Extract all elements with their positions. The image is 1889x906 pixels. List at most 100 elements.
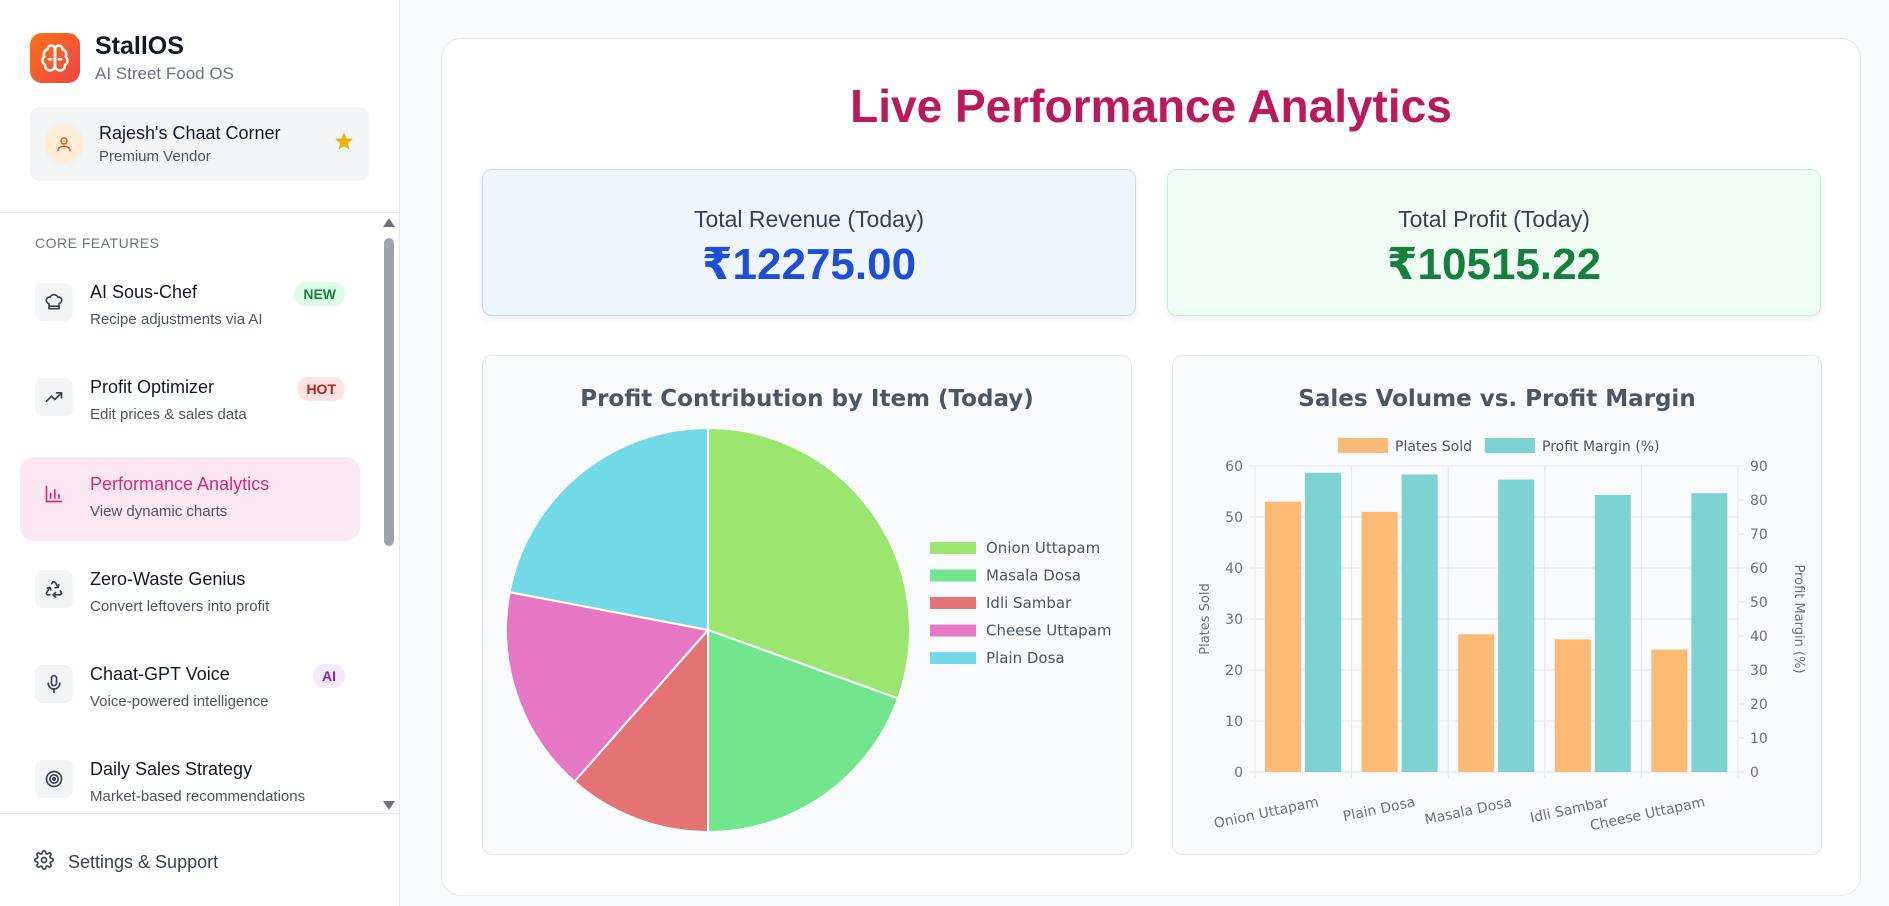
new-badge: NEW (294, 282, 345, 306)
bar-plates-sold[interactable] (1651, 649, 1688, 772)
sidebar-item-title: Performance Analytics (90, 474, 270, 494)
analytics-panel: Live Performance Analytics Total Revenue… (441, 38, 1861, 896)
sidebar-item-chaat-gpt-voice[interactable]: Chaat-GPT Voice Voice-powered intelligen… (20, 647, 360, 731)
page-title: Live Performance Analytics (850, 80, 1452, 132)
pie-slice[interactable] (573, 627, 709, 834)
gear-icon (34, 850, 54, 875)
sidebar-item-title: Daily Sales Strategy (90, 759, 253, 779)
bar-plates-sold[interactable] (1265, 501, 1301, 772)
y2-tick-label: 40 (1750, 629, 1768, 645)
settings-support-link[interactable]: Settings & Support (34, 850, 218, 875)
vendor-card[interactable]: Rajesh's Chaat Corner Premium Vendor (30, 107, 369, 181)
recycle-icon (35, 570, 73, 608)
scroll-thumb[interactable] (384, 238, 394, 546)
y-tick-label: 10 (1225, 714, 1243, 730)
pie-slice[interactable] (505, 590, 710, 783)
y2-tick-label: 60 (1750, 561, 1768, 577)
brand[interactable]: StallOS AI Street Food OS (30, 32, 234, 84)
y2-tick-label: 30 (1750, 663, 1768, 679)
legend-label: Idli Sambar (986, 594, 1072, 612)
pie-chart-title: Profit Contribution by Item (Today) (580, 386, 1034, 412)
sidebar-item-profit-optimizer[interactable]: Profit Optimizer Edit prices & sales dat… (20, 360, 360, 444)
legend-label: Cheese Uttapam (986, 622, 1112, 640)
ai-badge: AI (313, 664, 345, 688)
legend-swatch (930, 569, 976, 582)
brand-title: StallOS (95, 32, 184, 60)
y-tick-label: 60 (1225, 459, 1243, 475)
profit-label: Total Profit (Today) (1398, 206, 1590, 232)
x-tick-label: Onion Uttapam (1213, 794, 1321, 832)
x-tick-label: Plain Dosa (1342, 794, 1417, 825)
trending-up-icon (35, 378, 73, 416)
bar-profit-margin[interactable] (1305, 472, 1341, 772)
sidebar-scrollbar[interactable] (382, 218, 396, 810)
chef-hat-icon (35, 283, 73, 321)
sidebar: StallOS AI Street Food OS Rajesh's Chaat… (0, 0, 400, 906)
y2-tick-label: 10 (1750, 731, 1768, 747)
profit-card: Total Profit (Today) ₹10515.22 (1167, 169, 1821, 316)
hot-badge: HOT (297, 377, 345, 401)
bar-plates-sold[interactable] (1554, 639, 1591, 772)
legend-label: Masala Dosa (986, 567, 1081, 585)
bar-profit-margin[interactable] (1594, 494, 1631, 772)
y2-tick-label: 90 (1750, 459, 1768, 475)
bar-profit-margin[interactable] (1498, 479, 1535, 772)
revenue-value: ₹12275.00 (701, 240, 917, 289)
y2-tick-label: 50 (1750, 595, 1768, 611)
legend-swatch (1338, 438, 1388, 453)
sidebar-item-daily-sales-strategy[interactable]: Daily Sales Strategy Market-based recomm… (20, 742, 360, 813)
user-icon (44, 124, 84, 164)
legend-label: Plain Dosa (986, 649, 1065, 667)
y-tick-label: 40 (1225, 561, 1243, 577)
y-axis-title: Plates Sold (1198, 583, 1213, 655)
revenue-card: Total Revenue (Today) ₹12275.00 (482, 169, 1136, 316)
x-tick-label: Masala Dosa (1423, 794, 1513, 828)
bar-plates-sold[interactable] (1458, 634, 1495, 772)
sidebar-item-desc: View dynamic charts (90, 503, 228, 520)
sidebar-item-desc: Edit prices & sales data (90, 406, 247, 423)
settings-label: Settings & Support (68, 852, 219, 872)
sidebar-footer: Settings & Support (0, 813, 399, 906)
legend-label: Plates Sold (1395, 439, 1472, 455)
legend-swatch (930, 624, 976, 637)
bar-profit-margin[interactable] (1691, 493, 1728, 772)
legend-swatch (1485, 438, 1535, 453)
legend-label: Onion Uttapam (986, 539, 1100, 557)
y-tick-label: 0 (1234, 765, 1243, 781)
sidebar-item-title: Zero-Waste Genius (90, 569, 246, 589)
bar-chart: 0 10 20 30 40 50 60 0 10 20 30 40 50 60 70 80 90 Onion Ut… (1198, 438, 1806, 834)
sidebar-nav: CORE FEATURES AI Sous-Chef Recipe adjust… (0, 213, 380, 813)
sidebar-item-ai-sous-chef[interactable]: AI Sous-Chef Recipe adjustments via AI N… (20, 265, 360, 349)
y2-axis-title: Profit Margin (%) (1791, 564, 1806, 673)
y2-tick-label: 20 (1750, 697, 1768, 713)
sidebar-item-zero-waste-genius[interactable]: Zero-Waste Genius Convert leftovers into… (20, 552, 360, 636)
brain-icon (30, 33, 80, 83)
sidebar-item-desc: Voice-powered intelligence (90, 693, 269, 710)
pie-slice[interactable] (508, 426, 709, 632)
brand-subtitle: AI Street Food OS (95, 64, 234, 83)
pie-slice[interactable] (707, 628, 900, 834)
bar-chart-icon (35, 475, 73, 513)
sidebar-item-title: Chaat-GPT Voice (90, 664, 230, 684)
bar-chart-title: Sales Volume vs. Profit Margin (1298, 386, 1696, 412)
y-tick-label: 50 (1225, 510, 1243, 526)
bar-chart-card: Sales Volume vs. Profit Margin 0 10 20 30 40… (1172, 355, 1822, 855)
scroll-up-arrow-icon[interactable] (383, 218, 395, 227)
star-icon (334, 131, 354, 156)
y-tick-label: 20 (1225, 663, 1243, 679)
sidebar-item-performance-analytics[interactable]: Performance Analytics View dynamic chart… (20, 457, 360, 541)
sidebar-item-desc: Recipe adjustments via AI (90, 311, 263, 328)
y2-tick-label: 80 (1750, 493, 1768, 509)
bar-plates-sold[interactable] (1361, 511, 1398, 772)
target-icon (35, 760, 73, 798)
sidebar-item-title: AI Sous-Chef (90, 282, 198, 302)
pie-slice[interactable] (707, 426, 911, 700)
legend-label: Profit Margin (%) (1542, 439, 1659, 455)
y-tick-label: 30 (1225, 612, 1243, 628)
sidebar-item-desc: Convert leftovers into profit (90, 598, 270, 615)
profit-value: ₹10515.22 (1386, 240, 1602, 289)
scroll-down-arrow-icon[interactable] (383, 801, 395, 810)
bar-profit-margin[interactable] (1401, 474, 1438, 773)
pie-chart: Onion Uttapam Masala Dosa Idli Sambar Chees… (505, 426, 1112, 834)
sidebar-divider (0, 212, 399, 213)
